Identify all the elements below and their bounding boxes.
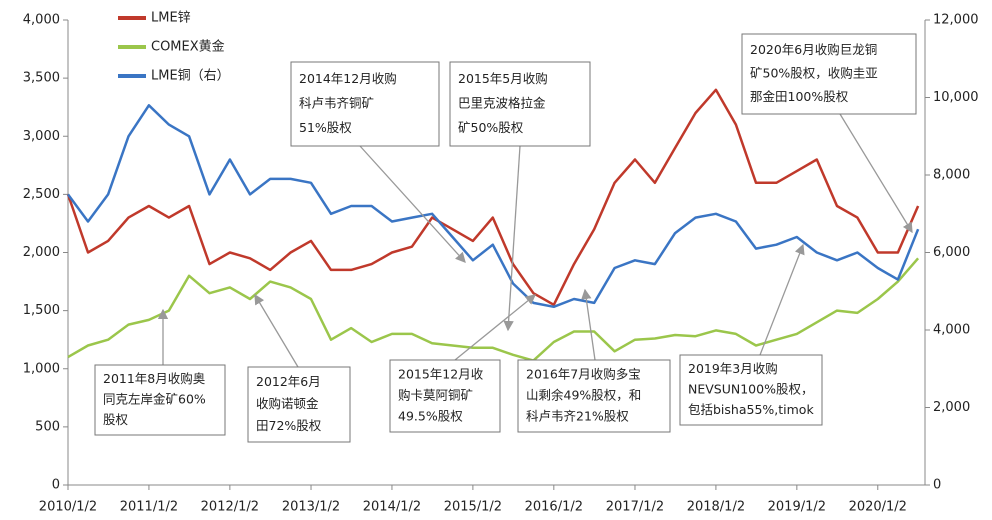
y-tick-label: 4,000 [23,13,60,28]
annotation-arrow [503,145,521,332]
x-tick-label: 2016/1/2 [525,500,583,515]
annotation-text: 2012年6月 [256,374,321,389]
x-tick-label: 2011/1/2 [120,500,178,515]
y2-tick-label: 10,000 [933,90,979,105]
annotation-text: 2015年12月收 [398,366,484,381]
annotation-text: 科卢韦齐21%股权 [526,409,629,424]
annotation-arrow [359,145,466,263]
y2-tick-label: 4,000 [933,323,970,338]
annotation-text: 股权 [103,412,129,427]
annotation-box [517,359,671,433]
y-tick-label: 0 [52,478,60,493]
annotation-arrow [454,294,537,361]
y-tick-label: 500 [35,419,60,434]
y2-tick-label: 8,000 [933,168,970,183]
y-tick-label: 1,500 [23,303,60,318]
annotation-text: 2011年8月收购奥 [103,371,206,386]
y-tick-label: 1,000 [23,361,60,376]
annotation-text: 2014年12月收购 [299,71,397,86]
annotation-box [679,354,823,426]
annotation-text: 收购诺顿金 [256,396,319,411]
series-line [67,257,920,362]
annotation-text: 49.5%股权 [398,409,463,424]
x-tick-label: 2010/1/2 [39,500,97,515]
annotation-text: 2016年7月收购多宝 [526,366,641,381]
y-tick-label: 2,000 [23,245,60,260]
annotation-arrow [839,113,913,234]
annotation-text: 巴里克波格拉金 [458,96,546,111]
annotation-arrow [254,293,299,368]
annotation-text: 2020年6月收购巨龙铜 [750,42,877,57]
x-tick-label: 2018/1/2 [687,500,745,515]
series-line [66,88,920,307]
legend-label: LME锌 [151,11,191,26]
x-tick-label: 2019/1/2 [768,500,826,515]
annotation-box [449,61,591,147]
y2-tick-label: 2,000 [933,400,970,415]
annotation-text: 山剩余49%股权，和 [526,388,641,403]
x-tick-label: 2012/1/2 [201,500,259,515]
y2-tick-label: 0 [933,478,941,493]
x-tick-label: 2020/1/2 [849,500,907,515]
x-tick-label: 2015/1/2 [444,500,502,515]
annotation-text: 51%股权 [299,120,352,135]
x-tick-label: 2014/1/2 [363,500,421,515]
annotation-text: 科卢韦齐铜矿 [299,96,374,111]
legend-label: COMEX黄金 [151,39,225,55]
annotation-text: 矿50%股权，收购圭亚 [750,66,878,81]
annotation-box [94,364,226,436]
annotation-arrow [581,288,596,361]
annotation-arrow [759,243,805,356]
annotation-text: 田72%股权 [256,418,322,433]
x-tick-label: 2013/1/2 [282,500,340,515]
annotation-box [741,33,917,115]
annotation-text: 包括bisha55%,timok [688,402,814,417]
annotation-box [247,366,351,443]
y-tick-label: 3,500 [23,71,60,86]
annotation-text: 2019年3月收购 [688,361,778,376]
y2-tick-label: 6,000 [933,245,970,260]
annotation-box [389,359,501,433]
annotation-text: 同克左岸金矿60% [103,392,206,407]
series-line [66,104,920,309]
annotation-box [290,61,440,147]
annotation-text: 2015年5月收购 [458,71,548,86]
annotation-text: 矿50%股权 [458,120,524,135]
annotation-text: 那金田100%股权 [750,89,849,104]
annotation-text: NEVSUN100%股权， [688,382,813,397]
x-tick-label: 2017/1/2 [606,500,664,515]
annotation-text: 购卡莫阿铜矿 [398,388,473,403]
legend-label: LME铜（右） [151,69,230,84]
y-tick-label: 3,000 [23,129,60,144]
y-tick-label: 2,500 [23,187,60,202]
y2-tick-label: 12,000 [933,13,979,28]
